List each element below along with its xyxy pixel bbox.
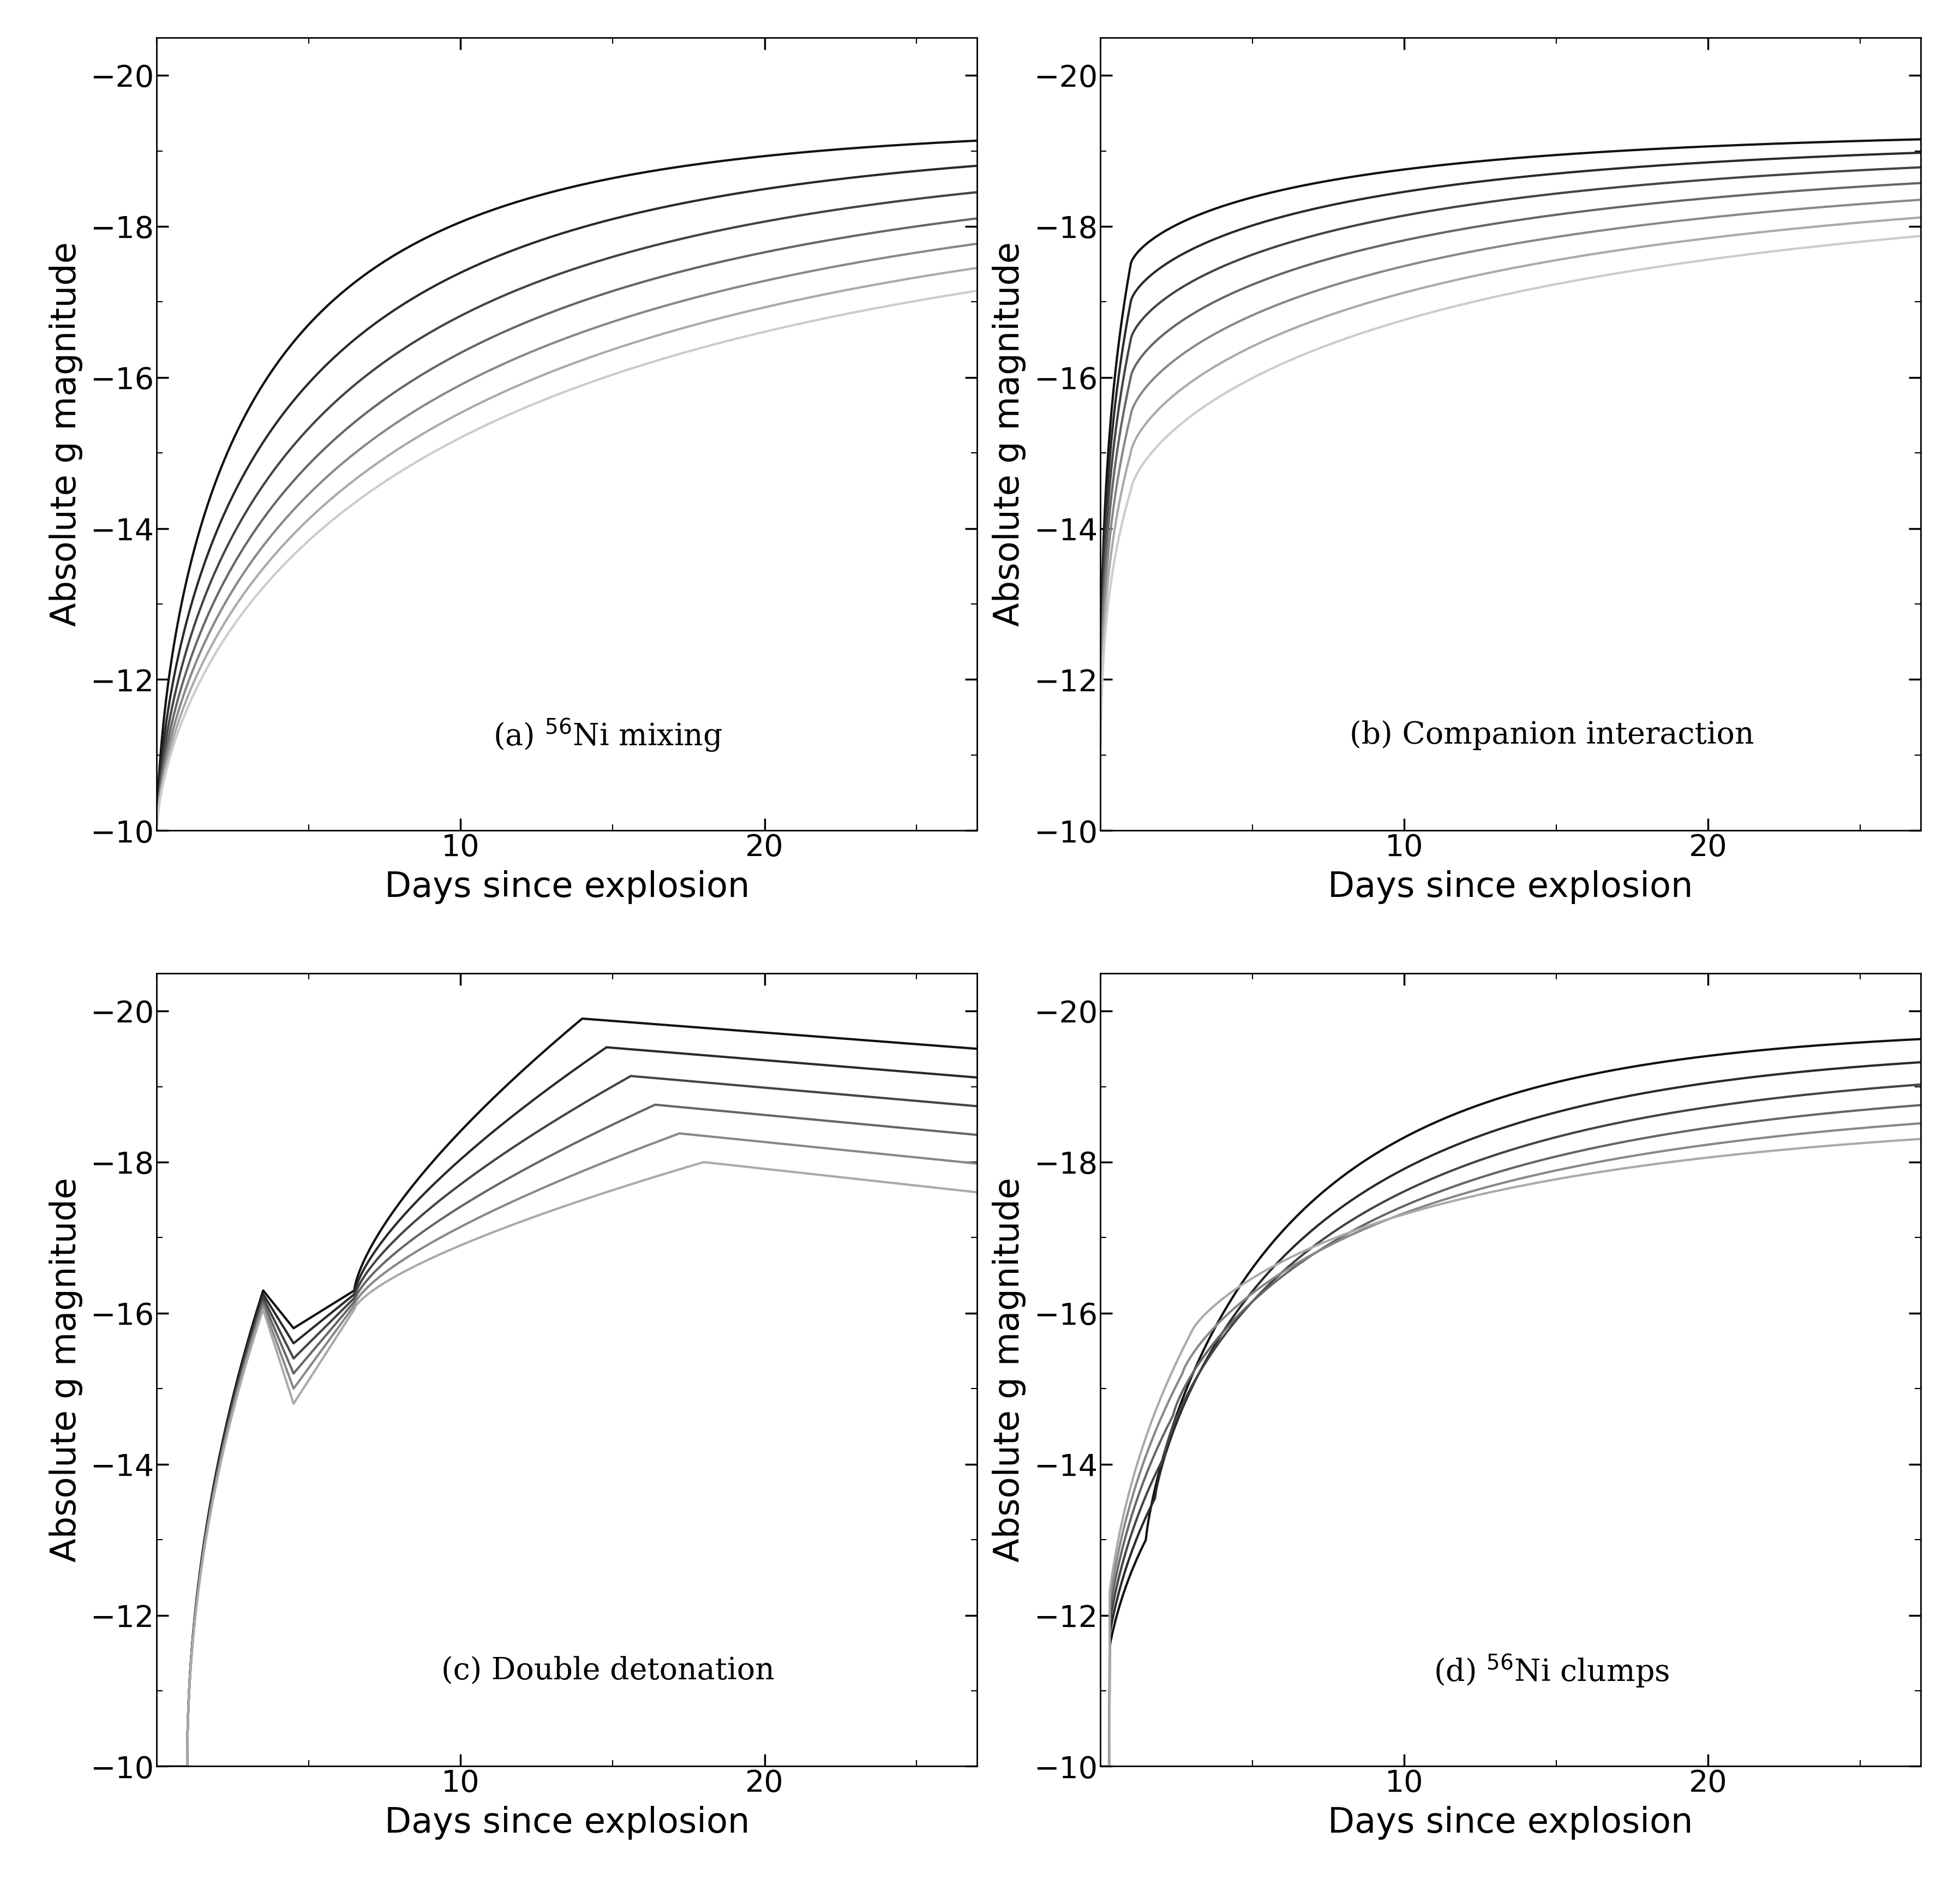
Y-axis label: Absolute g magnitude: Absolute g magnitude — [992, 242, 1027, 626]
X-axis label: Days since explosion: Days since explosion — [1329, 1806, 1693, 1840]
X-axis label: Days since explosion: Days since explosion — [384, 1806, 749, 1840]
Y-axis label: Absolute g magnitude: Absolute g magnitude — [992, 1178, 1027, 1561]
Y-axis label: Absolute g magnitude: Absolute g magnitude — [49, 242, 82, 626]
X-axis label: Days since explosion: Days since explosion — [384, 870, 749, 904]
Text: (a) $^{56}$Ni mixing: (a) $^{56}$Ni mixing — [494, 718, 723, 753]
Y-axis label: Absolute g magnitude: Absolute g magnitude — [49, 1178, 82, 1561]
Text: (b) Companion interaction: (b) Companion interaction — [1348, 720, 1754, 750]
Text: (d) $^{56}$Ni clumps: (d) $^{56}$Ni clumps — [1433, 1654, 1670, 1689]
X-axis label: Days since explosion: Days since explosion — [1329, 870, 1693, 904]
Text: (c) Double detonation: (c) Double detonation — [441, 1655, 774, 1685]
